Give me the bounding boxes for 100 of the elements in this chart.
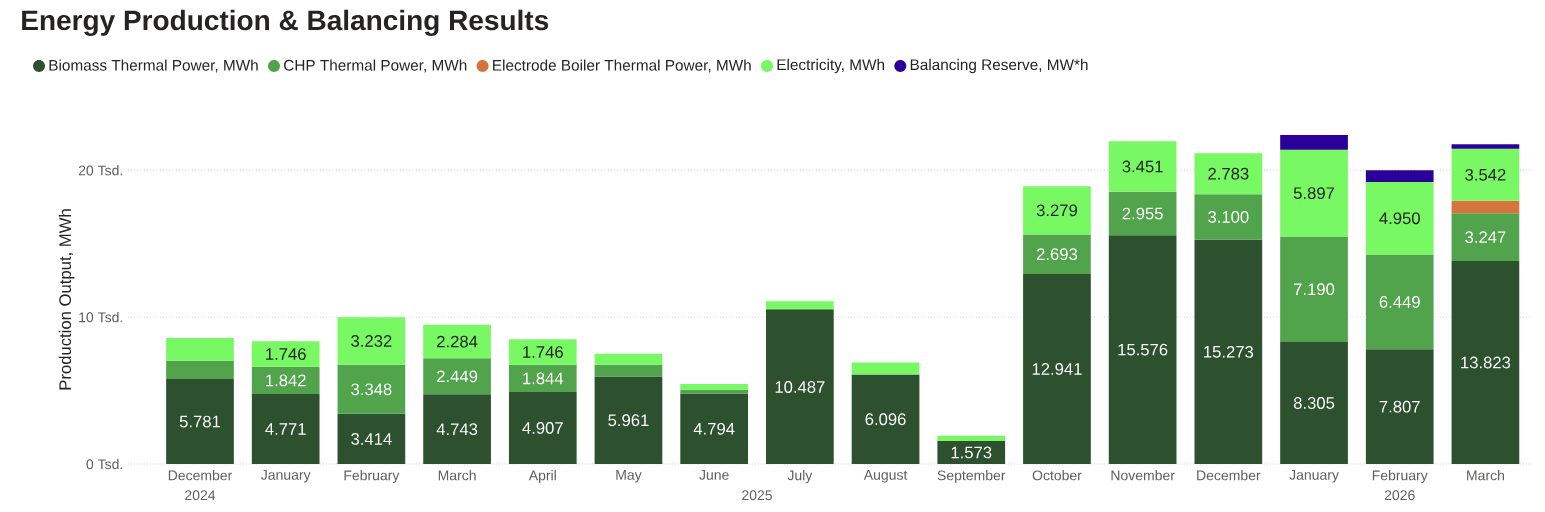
text: 2026	[1384, 490, 1415, 501]
bar	[337, 364, 406, 414]
data-label: 2.783	[1208, 167, 1249, 180]
x-tick-label: November	[1111, 470, 1175, 481]
data-label: 4.907	[522, 422, 563, 434]
data-label: 2.693	[1036, 248, 1078, 261]
data-label: 3.451	[1122, 160, 1163, 173]
data-label: 4.743	[436, 423, 478, 436]
x-tick-label: July	[787, 470, 813, 484]
bar	[1023, 186, 1091, 235]
chart-title: Energy Production & Balancing Results	[22, 9, 549, 36]
bar	[1108, 141, 1177, 192]
data-label: 13.823	[1461, 356, 1511, 369]
bar	[851, 374, 920, 464]
bar	[166, 379, 234, 464]
bar	[1194, 153, 1263, 195]
bar	[337, 413, 406, 464]
data-label: 10.487	[775, 381, 825, 393]
bar	[851, 362, 920, 375]
x-tick-label: January	[1289, 470, 1339, 483]
bar	[594, 353, 663, 365]
bar	[251, 393, 320, 464]
bar	[166, 360, 234, 380]
y-tick-label: 0 Tsd.	[86, 458, 123, 470]
data-label: 3.414	[351, 433, 392, 445]
bar	[1023, 273, 1091, 464]
y-tick-label: 10 Tsd.	[79, 311, 123, 323]
bar	[423, 394, 491, 464]
bar	[766, 301, 834, 309]
bar	[766, 309, 834, 464]
bar	[1451, 200, 1520, 214]
data-label: 5.961	[608, 414, 649, 427]
bar	[337, 317, 406, 365]
bar	[594, 376, 663, 464]
y-axis-title: Production Output, MWh	[58, 209, 75, 390]
legend-label: Electricity, MWh	[777, 58, 885, 74]
data-label: 4.771	[265, 423, 306, 435]
x-tick-label: June	[699, 470, 729, 480]
data-label: 1.844	[523, 372, 564, 385]
x-tick-label: May	[616, 470, 642, 483]
bar	[423, 358, 491, 395]
data-label: 3.247	[1465, 231, 1506, 244]
bar	[1365, 254, 1434, 350]
data-label: 3.348	[351, 383, 392, 396]
data-label: 3.279	[1036, 204, 1078, 217]
bar	[1108, 191, 1177, 236]
data-label: 5.781	[179, 415, 221, 428]
bar	[680, 393, 749, 464]
data-label: 1.746	[523, 346, 563, 358]
x-tick-label: August	[863, 470, 908, 483]
x-tick-label: October	[1032, 470, 1082, 481]
bar	[1280, 149, 1348, 237]
data-label: 8.305	[1293, 397, 1335, 409]
bar	[1451, 144, 1520, 149]
bar	[1194, 194, 1263, 240]
x-tick-label: January	[260, 470, 311, 483]
bar	[1365, 349, 1434, 464]
text: 2024	[185, 490, 216, 501]
data-label: 6.096	[865, 413, 906, 426]
bar	[594, 364, 663, 377]
x-tick-label: March	[1467, 470, 1504, 481]
data-label: 1.746	[266, 348, 306, 360]
bar	[1451, 213, 1520, 261]
y-tick-label: 20 Tsd.	[78, 165, 123, 176]
data-label: 2.449	[437, 370, 478, 383]
bar	[1108, 235, 1177, 464]
data-label: 1.842	[266, 374, 306, 387]
x-tick-label: April	[528, 470, 556, 484]
data-label: 4.794	[693, 422, 735, 435]
data-label: 6.449	[1379, 296, 1420, 308]
bar	[1365, 181, 1434, 255]
bar	[680, 389, 749, 394]
bar	[508, 391, 577, 464]
x-tick-label: February	[1372, 470, 1428, 484]
x-tick-label: September	[937, 470, 1006, 484]
x-tick-label: December	[1197, 470, 1261, 481]
bar	[680, 384, 749, 390]
x-tick-label: March	[438, 470, 476, 481]
data-label: 2.284	[437, 335, 478, 348]
bar	[508, 364, 577, 392]
x-tick-label: December	[168, 470, 233, 481]
bar	[1280, 236, 1348, 343]
bar	[1280, 135, 1348, 150]
data-label: 2.955	[1122, 207, 1163, 220]
bar	[1451, 260, 1520, 464]
bar	[937, 440, 1006, 464]
data-label: 5.897	[1293, 187, 1335, 200]
bar	[166, 337, 234, 361]
data-label: 3.232	[351, 335, 392, 347]
data-label: 1.573	[951, 446, 992, 459]
bar	[251, 341, 320, 367]
data-label: 4.950	[1379, 212, 1420, 225]
bar	[1194, 239, 1263, 464]
data-label: 7.190	[1294, 283, 1335, 296]
bar	[423, 324, 491, 359]
data-label: 3.542	[1465, 168, 1506, 181]
bar	[251, 366, 320, 394]
bar	[1023, 234, 1091, 274]
data-label: 7.807	[1379, 400, 1420, 413]
data-label: 3.100	[1208, 211, 1249, 223]
